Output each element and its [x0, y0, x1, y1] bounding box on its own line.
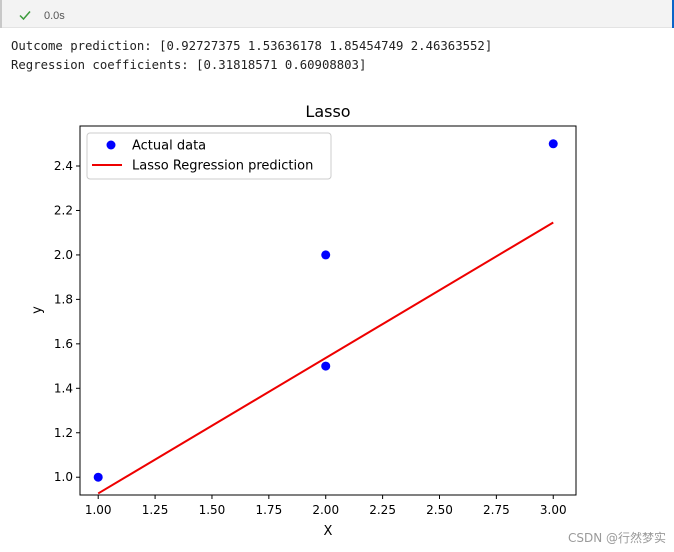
x-tick-label: 3.00 — [540, 503, 567, 517]
legend-box — [86, 132, 332, 180]
cell-focus-border — [672, 0, 674, 28]
y-tick-label: 2.4 — [54, 159, 73, 173]
data-point — [321, 361, 331, 371]
legend: Actual data Lasso Regression prediction — [86, 132, 332, 180]
cell-status-bar: 0.0s — [0, 0, 674, 28]
legend-label-prediction: Lasso Regression prediction — [132, 159, 313, 174]
data-point — [93, 472, 103, 482]
check-icon — [19, 11, 31, 21]
watermark: CSDN @行然梦实 — [567, 531, 666, 545]
y-tick-label: 2.0 — [54, 248, 73, 262]
data-point — [548, 139, 558, 149]
execution-time: 0.0s — [44, 10, 65, 22]
legend-label-actual: Actual data — [132, 139, 206, 154]
x-tick-label: 1.25 — [142, 503, 169, 517]
output-line-coefficients: Regression coefficients: [0.31818571 0.6… — [11, 58, 367, 72]
y-tick-label: 1.8 — [54, 292, 73, 306]
cell-left-border — [0, 0, 2, 28]
y-tick-label: 2.2 — [54, 203, 73, 217]
x-tick-label: 1.50 — [199, 503, 226, 517]
plot-area-frame — [79, 125, 577, 496]
x-tick-label: 2.75 — [483, 503, 510, 517]
y-tick-label: 1.6 — [54, 337, 73, 351]
y-tick-label: 1.4 — [54, 381, 73, 395]
data-point — [321, 250, 331, 260]
y-tick-label: 1.2 — [54, 426, 73, 440]
x-axis-label: X — [324, 524, 333, 539]
legend-marker-actual — [106, 140, 116, 150]
prediction-line — [97, 221, 554, 495]
chart-title: Lasso — [305, 102, 350, 121]
output-line-prediction: Outcome prediction: [0.92727375 1.536361… — [11, 39, 493, 53]
y-tick-label: 1.0 — [54, 470, 73, 484]
x-tick-label: 1.00 — [85, 503, 112, 517]
x-tick-label: 2.25 — [369, 503, 396, 517]
x-tick-label: 2.00 — [312, 503, 339, 517]
x-tick-label: 2.50 — [426, 503, 453, 517]
x-tick-label: 1.75 — [255, 503, 282, 517]
y-axis-label: y — [30, 306, 45, 314]
